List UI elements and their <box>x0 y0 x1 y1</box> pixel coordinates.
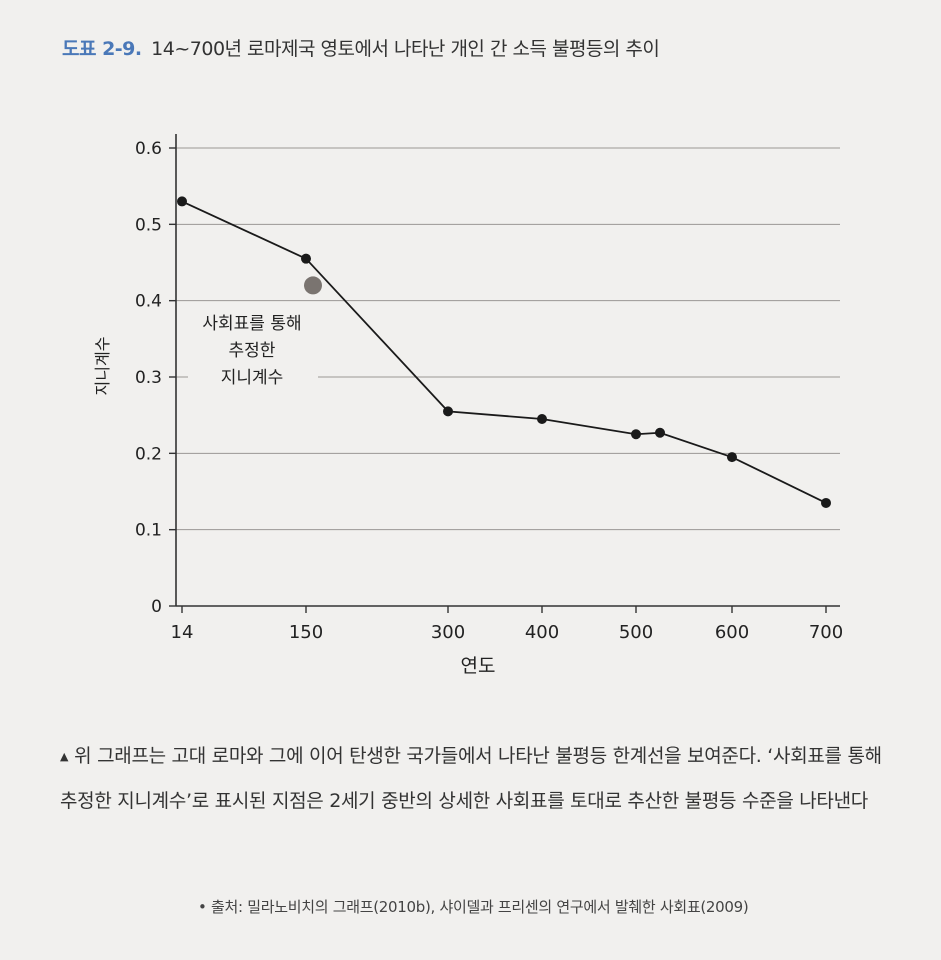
series-line <box>181 200 827 504</box>
x-tick-label: 700 <box>809 622 843 643</box>
data-point <box>443 406 453 417</box>
x-tick-label: 14 <box>171 622 194 643</box>
x-tick-label: 600 <box>715 622 749 643</box>
y-tick-label: 0.6 <box>135 139 162 159</box>
y-axis-title: 지니계수 <box>93 337 112 396</box>
data-point <box>655 427 665 438</box>
x-tick-label: 300 <box>431 622 465 643</box>
tick-labels: 0 0.1 0.2 0.3 0.4 0.5 0.6 14 150 300 400 500 600 700 연… <box>93 139 843 677</box>
y-tick-label: 0.2 <box>135 444 162 464</box>
figure-title: 도표 2-9. 14~700년 로마제국 영토에서 나타난 개인 간 소득 불평… <box>62 34 660 61</box>
x-tick-label: 150 <box>289 622 323 643</box>
data-point <box>821 497 831 508</box>
data-series <box>177 196 831 508</box>
x-tick-label: 400 <box>525 622 559 643</box>
social-table-gini-point <box>304 276 322 295</box>
y-tick-label: 0 <box>151 597 162 617</box>
axes <box>169 134 840 613</box>
data-point <box>727 452 737 463</box>
data-point <box>631 429 641 440</box>
caption-bullet-icon: ▲ <box>60 750 69 763</box>
caption-text: 위 그래프는 고대 로마와 그에 이어 탄생한 국가들에서 나타난 불평등 한계… <box>60 745 882 812</box>
figure-number: 도표 2-9. <box>62 38 142 60</box>
y-tick-label: 0.4 <box>135 292 162 312</box>
data-point <box>537 413 547 424</box>
y-tick-label: 0.5 <box>135 215 162 235</box>
x-axis-title: 연도 <box>461 655 496 677</box>
data-point <box>301 253 311 264</box>
gini-line-chart: 0 0.1 0.2 0.3 0.4 0.5 0.6 14 150 300 400 500 600 700 연… <box>93 134 843 677</box>
source-note: • 출처: 밀라노비치의 그래프(2010b), 샤이델과 프리센의 연구에서 … <box>198 898 749 916</box>
x-tick-label: 500 <box>619 622 653 643</box>
annotation-line: 사회표를 통해 <box>202 314 301 334</box>
y-tick-label: 0.3 <box>135 368 162 388</box>
annotation-line: 지니계수 <box>221 368 284 388</box>
figure-caption: ▲ 위 그래프는 고대 로마와 그에 이어 탄생한 국가들에서 나타난 불평등 한… <box>60 734 890 823</box>
figure-title-text: 14~700년 로마제국 영토에서 나타난 개인 간 소득 불평등의 추이 <box>151 38 660 60</box>
data-point <box>177 196 187 207</box>
annotation-background <box>188 306 318 390</box>
y-tick-label: 0.1 <box>135 521 162 541</box>
annotation-line: 추정한 <box>229 341 276 361</box>
